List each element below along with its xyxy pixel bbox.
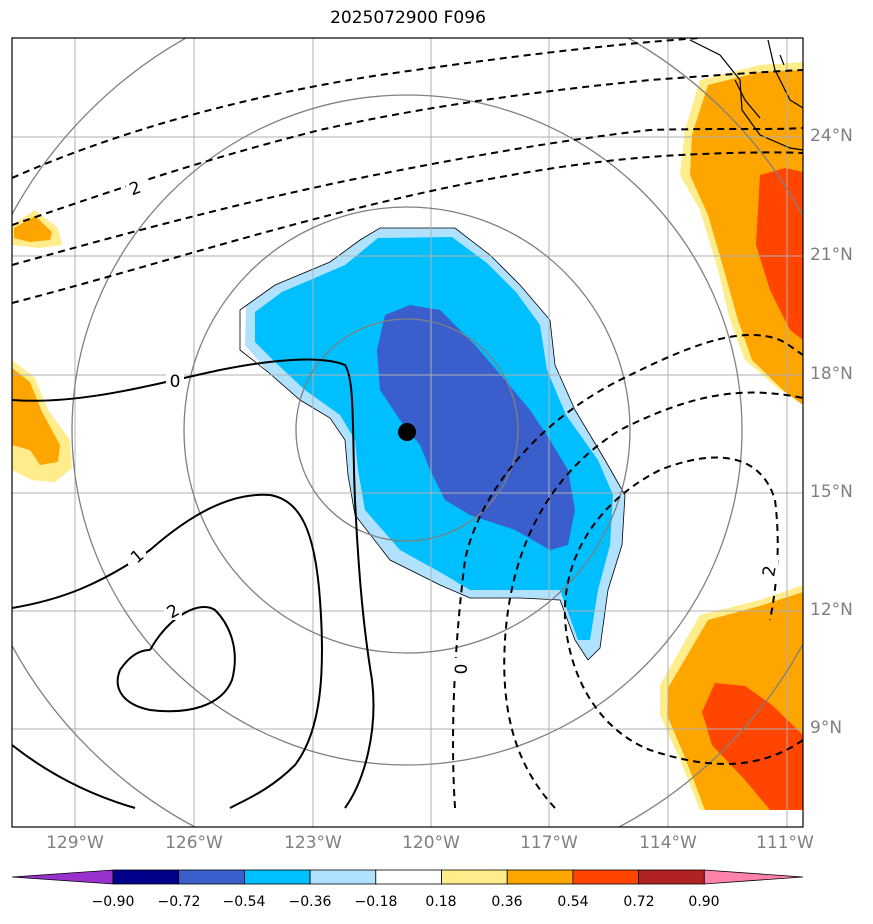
map-frame <box>11 37 804 828</box>
map-title: 2025072900 F096 <box>330 8 486 28</box>
colorbar-tick-label: −0.18 <box>354 894 398 910</box>
lon-label: 129°W <box>46 833 104 853</box>
contour-label: 0 <box>452 664 472 675</box>
colorbar <box>11 869 804 885</box>
colorbar-tick-label: 0.90 <box>688 894 720 910</box>
grid-lines <box>12 38 803 827</box>
coastline <box>689 39 803 151</box>
lat-label: 15°N <box>810 482 853 502</box>
lat-label: 21°N <box>810 245 853 265</box>
range-rings <box>12 38 803 827</box>
contour-label: 0 <box>170 372 181 392</box>
lat-label: 9°N <box>810 718 843 738</box>
lat-label: 24°N <box>810 126 853 146</box>
colorbar-tick-label: 0.18 <box>425 894 457 910</box>
contour-labels: 0 2 1 2 0 2 <box>126 177 781 678</box>
lon-label: 120°W <box>402 833 460 853</box>
colorbar-tick-label: 0.54 <box>557 894 589 910</box>
storm-center-marker <box>398 423 416 441</box>
lon-label: 117°W <box>520 833 578 853</box>
warm-anomaly-northeast <box>680 62 803 405</box>
colorbar-tick-label: 0.72 <box>623 894 655 910</box>
colorbar-tick-label: 0.36 <box>491 894 523 910</box>
contour-label: 2 <box>759 564 781 578</box>
colorbar-tick-label: −0.72 <box>157 894 201 910</box>
lon-label: 114°W <box>639 833 697 853</box>
colorbar-tick-label: −0.54 <box>222 894 266 910</box>
lat-label: 12°N <box>810 600 853 620</box>
lat-label: 18°N <box>810 364 853 384</box>
warm-anomaly-west <box>12 210 72 482</box>
lon-label: 123°W <box>284 833 342 853</box>
lon-label: 126°W <box>165 833 223 853</box>
map-area: 0 2 1 2 0 2 <box>12 38 803 827</box>
lon-label: 111°W <box>756 833 814 853</box>
colorbar-tick-label: −0.36 <box>288 894 332 910</box>
solid-contours <box>12 358 375 809</box>
warm-anomaly-southeast <box>660 585 803 810</box>
colorbar-tick-label: −0.90 <box>91 894 135 910</box>
cool-anomaly-core <box>239 227 626 661</box>
